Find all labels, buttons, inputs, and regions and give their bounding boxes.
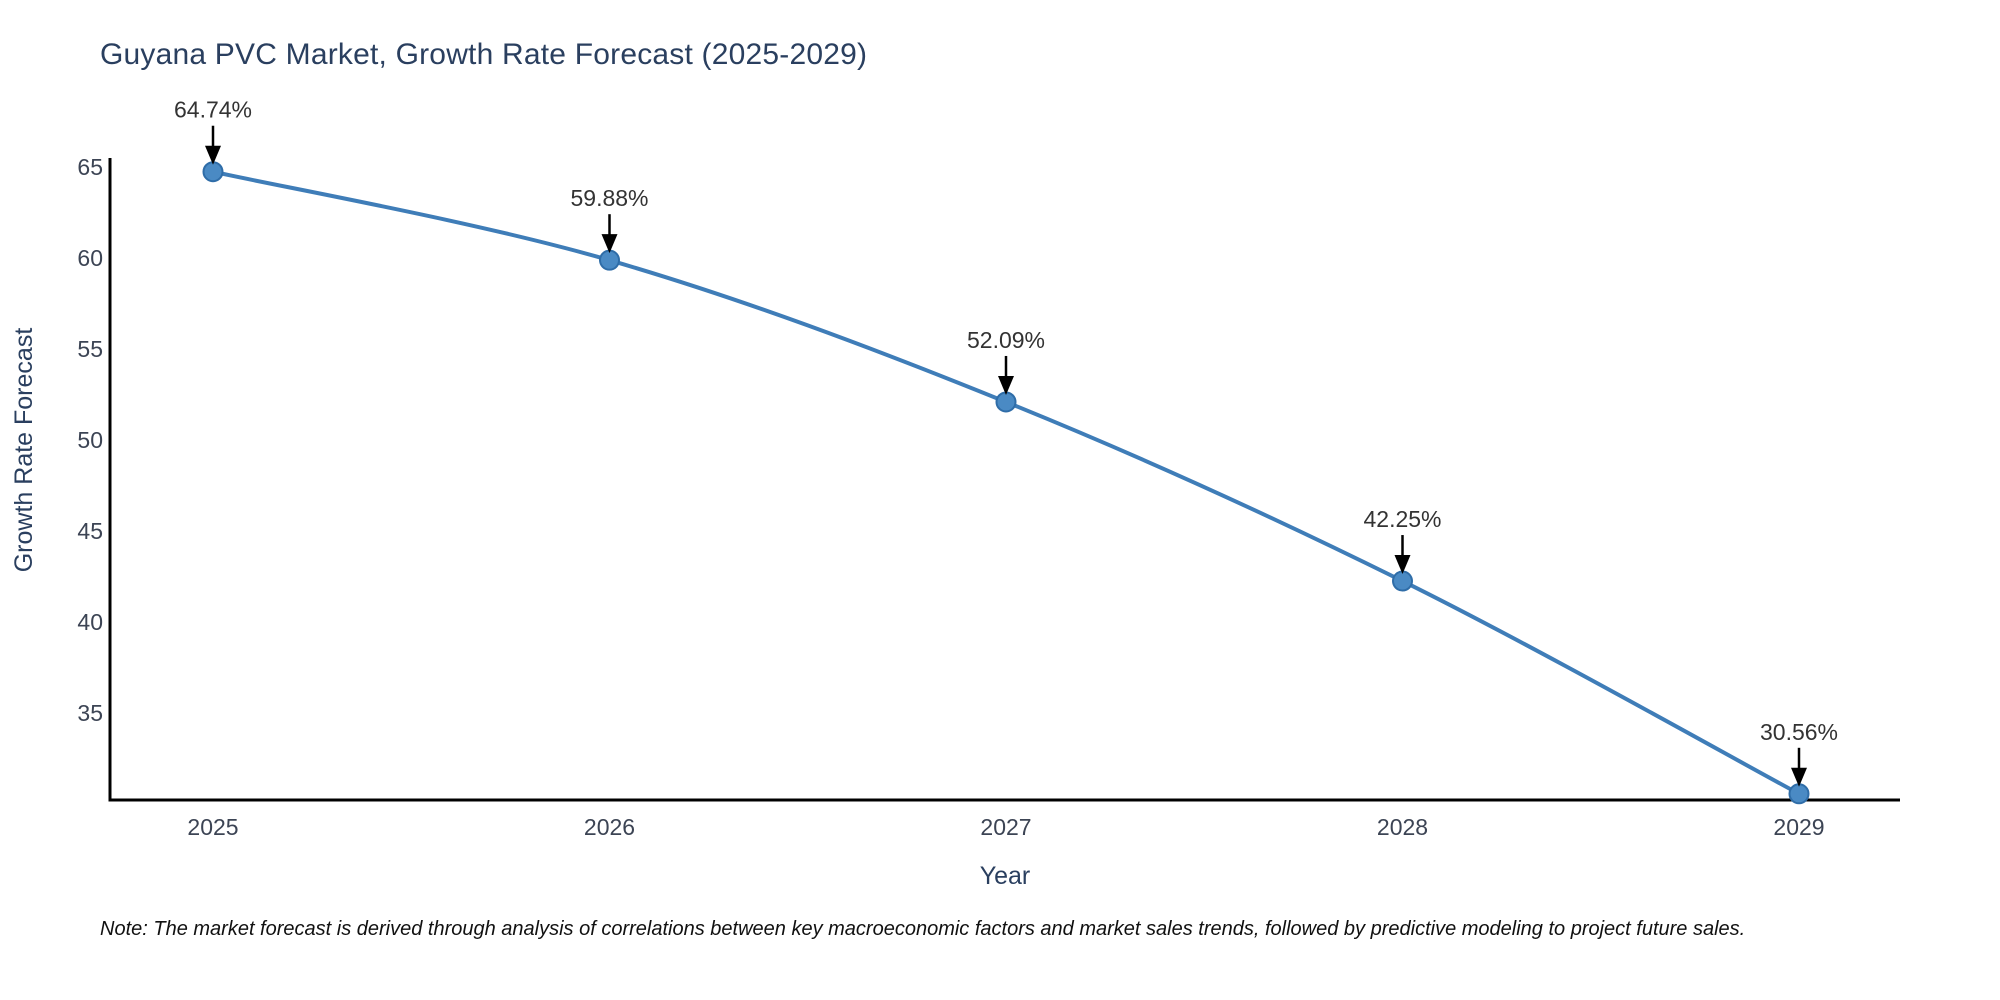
annotation-arrow-head xyxy=(205,145,221,165)
x-axis-title: Year xyxy=(980,862,1031,890)
x-tick-label: 2029 xyxy=(1773,814,1824,840)
x-tick-label: 2025 xyxy=(187,814,238,840)
forecast-line xyxy=(211,169,1801,796)
point-value-label: 59.88% xyxy=(570,185,648,211)
data-point-marker xyxy=(202,161,224,183)
data-point-marker xyxy=(995,391,1017,413)
annotation-arrow-head xyxy=(601,234,618,254)
annotation-arrow-head xyxy=(1394,555,1411,575)
y-tick-label: 55 xyxy=(77,336,103,362)
data-point-marker xyxy=(599,249,620,271)
y-tick-label: 45 xyxy=(77,518,103,544)
point-value-label: 52.09% xyxy=(967,327,1045,353)
point-value-label: 30.56% xyxy=(1760,719,1838,745)
y-tick-label: 65 xyxy=(77,154,103,180)
data-point-marker xyxy=(1788,783,1810,805)
x-tick-label: 2028 xyxy=(1377,814,1428,840)
footnote: Note: The market forecast is derived thr… xyxy=(100,918,1746,940)
annotation-arrow-head xyxy=(1791,767,1807,787)
y-tick-label: 50 xyxy=(77,427,103,453)
y-axis-title: Growth Rate Forecast xyxy=(10,328,38,573)
chart-title: Guyana PVC Market, Growth Rate Forecast … xyxy=(100,38,868,71)
y-tick-label: 40 xyxy=(77,609,103,635)
point-value-label: 42.25% xyxy=(1363,506,1441,532)
y-tick-label: 35 xyxy=(77,700,103,726)
x-tick-label: 2027 xyxy=(980,814,1031,840)
y-tick-label: 60 xyxy=(77,245,103,271)
annotation-arrow-head xyxy=(998,375,1014,395)
point-value-label: 64.74% xyxy=(174,97,252,123)
data-point-marker xyxy=(1392,570,1413,592)
x-tick-label: 2026 xyxy=(584,814,635,840)
